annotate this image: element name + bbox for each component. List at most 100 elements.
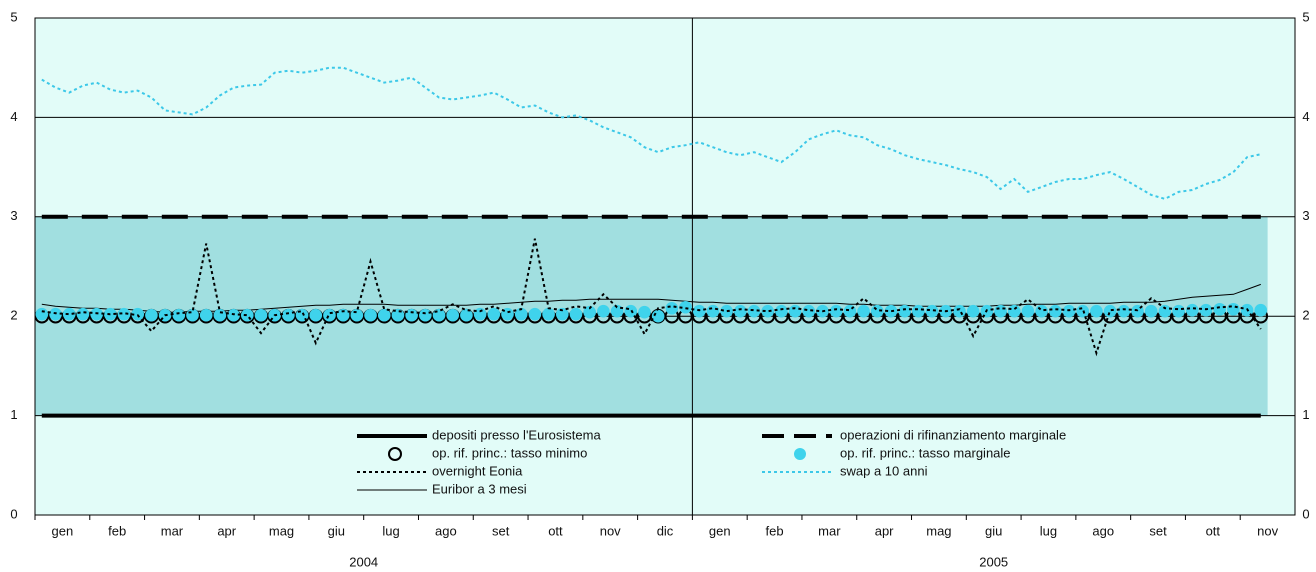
filled-circle (857, 304, 870, 318)
filled-circle (994, 304, 1007, 318)
filled-circle (528, 307, 542, 321)
filled-circle (227, 308, 240, 322)
series-line (41, 66, 1262, 200)
filled-circle (1254, 303, 1268, 317)
filled-circle (145, 308, 158, 322)
filled-circle (1021, 304, 1035, 318)
x-tick-label: ott (548, 523, 563, 538)
filled-circle (1144, 304, 1158, 318)
filled-circle (419, 308, 432, 322)
filled-circle (761, 304, 775, 318)
filled-circle (734, 304, 747, 318)
filled-circle (788, 304, 802, 318)
filled-circle (843, 304, 857, 318)
x-tick-label: apr (875, 523, 894, 538)
filled-circle (254, 308, 268, 322)
filled-circle (1049, 304, 1062, 318)
y2-tick-label: 1 (1302, 407, 1309, 422)
y2-tick-label: 3 (1302, 208, 1309, 223)
filled-circle (336, 308, 350, 322)
filled-circle (898, 304, 911, 318)
x-tick-label: giu (985, 523, 1002, 538)
filled-circle (1158, 304, 1172, 318)
x-tick-label: giu (328, 523, 345, 538)
filled-circle (665, 301, 679, 315)
series-line (41, 238, 1262, 357)
filled-circle (364, 308, 377, 322)
filled-circle (117, 307, 131, 321)
filled-circle (35, 307, 49, 321)
x-tick-label: feb (108, 523, 126, 538)
filled-circle (350, 308, 364, 322)
filled-circle (775, 304, 788, 318)
filled-circle (323, 308, 336, 322)
filled-circle (1103, 304, 1117, 318)
filled-circle (460, 308, 473, 322)
x-tick-label: mag (926, 523, 951, 538)
filled-circle (542, 307, 555, 321)
filled-circle (1185, 303, 1199, 317)
filled-circle (90, 307, 103, 321)
legend-symbol (794, 448, 806, 460)
x-tick-label: ago (435, 523, 457, 538)
marker-series (35, 300, 1268, 323)
legend-label: swap a 10 anni (840, 463, 928, 478)
filled-circle (62, 307, 76, 321)
filled-circle (473, 307, 487, 321)
x-tick-label: gen (52, 523, 74, 538)
filled-circle (309, 308, 323, 322)
filled-circle (446, 308, 460, 322)
legend-label: op. rif. princ.: tasso marginale (840, 445, 1011, 460)
year-label: 2004 (349, 554, 378, 569)
filled-circle (76, 307, 90, 321)
filled-circle (487, 307, 501, 321)
filled-circle (240, 308, 254, 322)
x-tick-label: ott (1206, 523, 1221, 538)
filled-circle (213, 308, 227, 322)
filled-circle (569, 307, 583, 321)
x-tick-label: set (492, 523, 510, 538)
filled-circle (514, 307, 528, 321)
legend-label: op. rif. princ.: tasso minimo (432, 445, 587, 460)
y-tick-label: 3 (10, 208, 17, 223)
legend-label: Euribor a 3 mesi (432, 481, 527, 496)
y2-tick-label: 4 (1302, 109, 1309, 124)
filled-circle (1199, 303, 1213, 317)
legend-label: overnight Eonia (432, 463, 523, 478)
filled-circle (953, 304, 966, 318)
filled-circle (925, 304, 939, 318)
y2-tick-label: 2 (1302, 308, 1309, 323)
y-tick-label: 4 (10, 109, 17, 124)
x-tick-label: set (1149, 523, 1167, 538)
x-tick-label: nov (600, 523, 621, 538)
y2-tick-label: 0 (1302, 506, 1309, 521)
legend-symbol (388, 447, 402, 461)
filled-circle (638, 305, 651, 319)
filled-circle (651, 309, 665, 323)
y-tick-label: 0 (10, 506, 17, 521)
filled-circle (432, 308, 446, 322)
filled-circle (555, 307, 569, 321)
filled-circle (912, 304, 925, 318)
x-tick-label: dic (657, 523, 674, 538)
filled-circle (966, 304, 980, 318)
legend: depositi presso l'Eurosistema operazioni … (357, 427, 1066, 496)
filled-circle (829, 304, 843, 318)
x-tick-label: gen (709, 523, 731, 538)
filled-circle (1062, 304, 1076, 318)
filled-circle (172, 308, 186, 322)
x-tick-label: mag (269, 523, 294, 538)
filled-circle (1172, 304, 1185, 318)
filled-circle (720, 304, 733, 318)
filled-circle (1117, 304, 1131, 318)
filled-circle (747, 304, 761, 318)
filled-circle (583, 305, 596, 319)
y-tick-label: 1 (10, 407, 17, 422)
legend-label: operazioni di rifinanziamento marginale (840, 427, 1066, 442)
filled-circle (377, 308, 391, 322)
x-tick-label: lug (382, 523, 399, 538)
filled-circle (49, 307, 62, 321)
filled-circle (1035, 304, 1048, 318)
y-tick-label: 2 (10, 308, 17, 323)
